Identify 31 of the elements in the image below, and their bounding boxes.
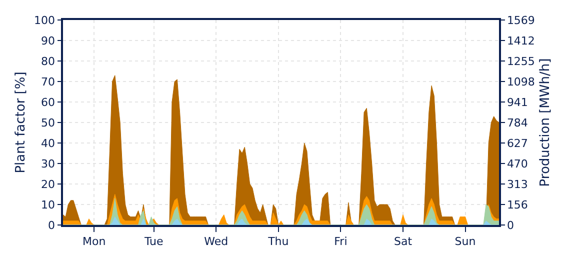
y2-tick-label: 941 bbox=[506, 96, 528, 109]
y-tick-label: 100 bbox=[34, 14, 56, 27]
y-tick-label: 60 bbox=[41, 96, 56, 109]
y2-axis-title: Production [MWh/h] bbox=[538, 58, 554, 187]
y2-tick-label: 1569 bbox=[506, 14, 535, 27]
y-tick-label: 70 bbox=[41, 75, 56, 88]
x-tick-label: Mon bbox=[82, 234, 106, 248]
y-tick-label: 40 bbox=[41, 136, 56, 150]
y-tick-label: 80 bbox=[41, 54, 56, 68]
y2-tick-label: 0 bbox=[506, 218, 514, 232]
y-tick-label: 90 bbox=[41, 34, 56, 48]
y-tick-label: 20 bbox=[41, 178, 56, 191]
y2-tick-label: 1255 bbox=[506, 54, 535, 68]
y2-tick-label: 1412 bbox=[506, 34, 535, 48]
y-tick-label: 30 bbox=[41, 157, 56, 170]
x-tick-label: Tue bbox=[143, 234, 164, 248]
y2-tick-label: 470 bbox=[506, 157, 528, 170]
y-tick-label: 10 bbox=[41, 198, 56, 212]
y2-tick-label: 1098 bbox=[506, 75, 535, 88]
y-tick-label: 0 bbox=[48, 218, 56, 232]
x-tick-label: Thu bbox=[267, 234, 289, 248]
y2-tick-label: 627 bbox=[506, 136, 528, 150]
y2-tick-label: 156 bbox=[506, 198, 528, 212]
y2-tick-label: 784 bbox=[506, 116, 528, 130]
x-tick-label: Fri bbox=[334, 234, 348, 248]
x-tick-label: Sun bbox=[454, 234, 476, 248]
x-tick-label: Wed bbox=[204, 234, 228, 248]
x-tick-label: Sat bbox=[394, 234, 413, 248]
y-tick-label: 50 bbox=[41, 116, 56, 130]
y-axis-title: Plant factor [%] bbox=[14, 72, 28, 174]
y2-tick-label: 313 bbox=[506, 178, 528, 191]
